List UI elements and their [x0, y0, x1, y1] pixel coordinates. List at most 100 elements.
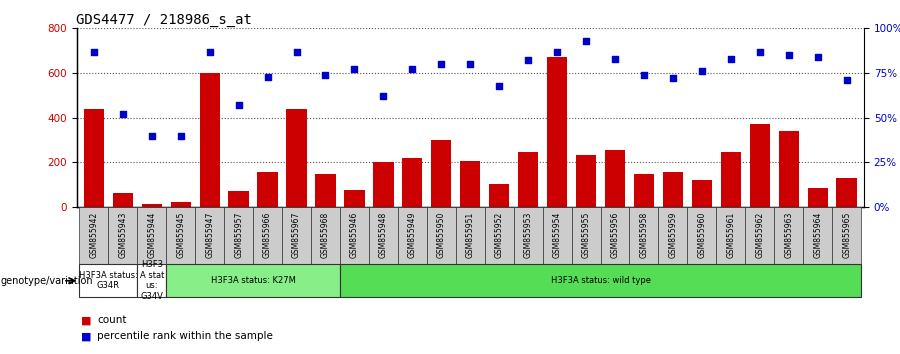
Text: GSM855967: GSM855967: [292, 212, 301, 258]
Text: ■: ■: [81, 315, 92, 325]
Point: [550, 49, 564, 55]
Bar: [803, 207, 833, 264]
Text: GSM855948: GSM855948: [379, 212, 388, 258]
Bar: [716, 207, 745, 264]
Bar: [340, 207, 369, 264]
Bar: [460, 161, 481, 207]
Text: GSM855955: GSM855955: [581, 212, 590, 258]
Text: GSM855954: GSM855954: [553, 212, 562, 258]
Bar: [745, 207, 774, 264]
Bar: [282, 207, 311, 264]
Text: GSM855947: GSM855947: [205, 212, 214, 258]
Point: [492, 83, 507, 88]
Point: [405, 67, 419, 72]
Bar: [345, 190, 364, 207]
Point: [724, 56, 738, 62]
Point: [260, 74, 274, 79]
Bar: [600, 207, 629, 264]
Point: [579, 38, 593, 44]
Text: GSM855957: GSM855957: [234, 212, 243, 258]
Bar: [257, 172, 278, 207]
Bar: [605, 150, 626, 207]
Bar: [315, 173, 336, 207]
Bar: [807, 188, 828, 207]
Text: GSM855968: GSM855968: [321, 212, 330, 258]
Bar: [576, 155, 596, 207]
Point: [347, 67, 362, 72]
Text: GDS4477 / 218986_s_at: GDS4477 / 218986_s_at: [76, 13, 252, 27]
Bar: [662, 172, 683, 207]
Text: GSM855946: GSM855946: [350, 212, 359, 258]
Bar: [340, 264, 861, 297]
Bar: [200, 73, 220, 207]
Bar: [398, 207, 427, 264]
Point: [695, 68, 709, 74]
Bar: [778, 131, 799, 207]
Bar: [253, 207, 282, 264]
Bar: [374, 162, 393, 207]
Text: count: count: [97, 315, 127, 325]
Point: [811, 54, 825, 60]
Point: [202, 49, 217, 55]
Text: GSM855964: GSM855964: [814, 212, 823, 258]
Point: [434, 61, 448, 67]
Text: GSM855961: GSM855961: [726, 212, 735, 258]
Text: GSM855945: GSM855945: [176, 212, 185, 258]
Text: GSM855958: GSM855958: [640, 212, 649, 258]
Text: GSM855950: GSM855950: [436, 212, 446, 258]
Text: GSM855963: GSM855963: [784, 212, 793, 258]
Bar: [518, 152, 538, 207]
Bar: [138, 207, 166, 264]
Point: [666, 75, 680, 81]
Bar: [721, 152, 741, 207]
Text: genotype/variation: genotype/variation: [1, 276, 94, 286]
Text: H3F3A status:
G34R: H3F3A status: G34R: [79, 271, 138, 290]
Bar: [431, 140, 452, 207]
Text: GSM855953: GSM855953: [524, 212, 533, 258]
Bar: [369, 207, 398, 264]
Point: [86, 49, 101, 55]
Text: GSM855943: GSM855943: [118, 212, 127, 258]
Bar: [79, 207, 108, 264]
Text: H3F3
A stat
us:
G34V: H3F3 A stat us: G34V: [140, 261, 164, 301]
Text: GSM855965: GSM855965: [842, 212, 851, 258]
Bar: [774, 207, 803, 264]
Point: [174, 133, 188, 138]
Text: percentile rank within the sample: percentile rank within the sample: [97, 331, 273, 341]
Bar: [112, 193, 133, 207]
Bar: [138, 264, 166, 297]
Point: [289, 49, 303, 55]
Text: GSM855956: GSM855956: [610, 212, 619, 258]
Text: GSM855966: GSM855966: [263, 212, 272, 258]
Bar: [455, 207, 485, 264]
Bar: [286, 109, 307, 207]
Bar: [692, 180, 712, 207]
Bar: [688, 207, 716, 264]
Bar: [629, 207, 659, 264]
Bar: [229, 192, 248, 207]
Bar: [832, 207, 861, 264]
Bar: [195, 207, 224, 264]
Bar: [84, 109, 104, 207]
Bar: [543, 207, 572, 264]
Text: ■: ■: [81, 331, 92, 341]
Point: [521, 58, 535, 63]
Bar: [108, 207, 138, 264]
Bar: [311, 207, 340, 264]
Text: GSM855949: GSM855949: [408, 212, 417, 258]
Bar: [485, 207, 514, 264]
Bar: [166, 264, 340, 297]
Bar: [427, 207, 455, 264]
Text: GSM855944: GSM855944: [148, 212, 157, 258]
Bar: [750, 124, 770, 207]
Bar: [514, 207, 543, 264]
Point: [463, 61, 477, 67]
Bar: [634, 173, 654, 207]
Bar: [166, 207, 195, 264]
Text: GSM855951: GSM855951: [466, 212, 475, 258]
Bar: [141, 204, 162, 207]
Point: [608, 56, 622, 62]
Bar: [547, 57, 567, 207]
Bar: [489, 184, 509, 207]
Point: [752, 49, 767, 55]
